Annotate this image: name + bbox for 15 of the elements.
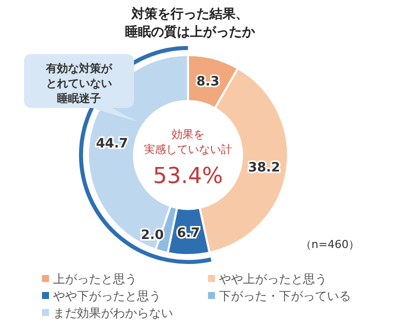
text: 53.4% <box>153 164 223 189</box>
legend-label: まだ効果がわからない <box>53 306 173 320</box>
text: 有効な対策がとれていない睡眠迷子 <box>45 62 113 105</box>
data-label: 44.7 <box>96 136 128 152</box>
legend-label: やや下がったと思う <box>53 289 161 303</box>
chart-title: 対策を行った結果、睡眠の質は上がったか <box>125 6 256 40</box>
legend-label: 下がった・下がっている <box>219 289 351 303</box>
legend-label: 上がったと思う <box>53 272 137 286</box>
text: （n=460） <box>300 238 360 251</box>
data-label: 2.0 <box>140 228 164 244</box>
legend-label: やや上がったと思う <box>219 272 327 286</box>
data-label: 6.7 <box>176 226 200 241</box>
text: 効果を実感していない計 <box>144 128 232 156</box>
data-label: 8.3 <box>196 74 220 90</box>
data-label: 38.2 <box>248 160 280 176</box>
